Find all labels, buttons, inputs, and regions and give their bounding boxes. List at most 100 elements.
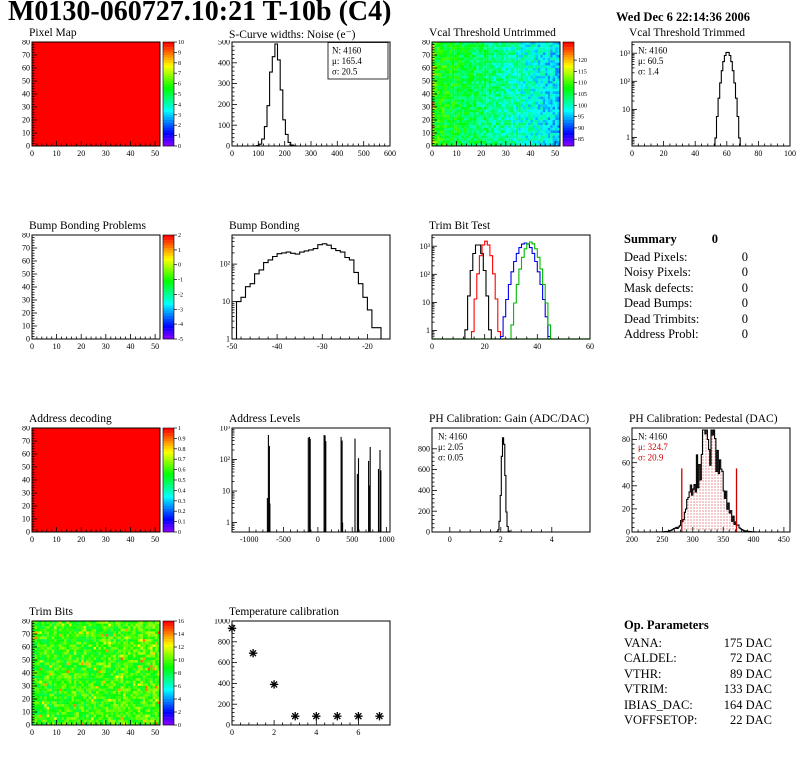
trim-bits-chart: 0 10 20 30 40 50 0 10 20 30 40 50 60 70 80 0 2 4 6 8 10 12 14 1… bbox=[6, 619, 198, 751]
svg-text:-4: -4 bbox=[178, 322, 183, 328]
svg-text:50: 50 bbox=[22, 463, 30, 472]
svg-text:40: 40 bbox=[127, 149, 135, 158]
svg-text:400: 400 bbox=[218, 58, 230, 67]
svg-text:800: 800 bbox=[418, 444, 430, 453]
svg-text:450: 450 bbox=[778, 535, 790, 544]
chart-title: Bump Bonding bbox=[229, 220, 300, 232]
svg-text:60: 60 bbox=[586, 342, 594, 351]
svg-text:500: 500 bbox=[346, 535, 358, 544]
chart-title: Trim Bits bbox=[29, 606, 74, 618]
op-param-row: VTHR: 89 DAC bbox=[624, 667, 772, 683]
svg-text:60: 60 bbox=[22, 257, 30, 266]
svg-text:200: 200 bbox=[626, 535, 638, 544]
svg-text:250: 250 bbox=[656, 535, 668, 544]
panel-summary: Summary 0 Dead Pixels: 0 Noisy Pixels: 0 M… bbox=[606, 220, 796, 390]
svg-text:120: 120 bbox=[578, 58, 587, 64]
address-decoding-svg: 0 10 20 30 40 50 0 10 20 30 40 50 60 70 80 0 0.1 0.2 0.3 0.… bbox=[22, 426, 186, 544]
svg-text:0: 0 bbox=[626, 528, 630, 537]
svg-text:1000: 1000 bbox=[379, 535, 395, 544]
svg-text:20: 20 bbox=[481, 342, 489, 351]
svg-text:9: 9 bbox=[178, 50, 181, 56]
svg-text:30: 30 bbox=[502, 149, 510, 158]
op-param-label: VTRIM: bbox=[624, 682, 668, 696]
svg-text:40: 40 bbox=[127, 535, 135, 544]
summary-value: 0 bbox=[741, 280, 748, 295]
svg-text:0: 0 bbox=[30, 149, 34, 158]
svg-text:0: 0 bbox=[178, 144, 181, 150]
svg-text:60: 60 bbox=[22, 64, 30, 73]
summary-label: Mask defects: bbox=[624, 280, 694, 295]
svg-text:-5: -5 bbox=[178, 337, 183, 343]
svg-text:30: 30 bbox=[22, 296, 30, 305]
svg-text:5: 5 bbox=[178, 92, 181, 98]
svg-text:0: 0 bbox=[426, 142, 430, 151]
svg-text:40: 40 bbox=[622, 481, 630, 490]
panel-address-decoding: Address decoding 0 10 20 30 40 50 0 10 20 30 40 50 6… bbox=[6, 413, 202, 583]
svg-text:300: 300 bbox=[687, 535, 699, 544]
svg-text:10²: 10² bbox=[620, 77, 631, 86]
vcal-untrimmed-chart: 0 10 20 30 40 50 0 10 20 30 40 50 60 70 80 85 90 95 100 105… bbox=[406, 40, 598, 172]
op-param-row: IBIAS_DAC: 164 DAC bbox=[624, 698, 772, 714]
svg-text:95: 95 bbox=[578, 115, 584, 121]
svg-text:10²: 10² bbox=[220, 455, 231, 464]
svg-text:50: 50 bbox=[22, 77, 30, 86]
chart-title: S-Curve widths: Noise (e⁻) bbox=[229, 29, 356, 41]
svg-text:20: 20 bbox=[622, 505, 630, 514]
svg-text:-30: -30 bbox=[317, 342, 328, 351]
svg-text:80: 80 bbox=[754, 149, 762, 158]
op-param-value: 89 DAC bbox=[729, 666, 772, 681]
svg-text:600: 600 bbox=[418, 465, 430, 474]
svg-text:-2: -2 bbox=[178, 292, 183, 298]
svg-text:60: 60 bbox=[22, 450, 30, 459]
summary-row: Dead Bumps: 0 bbox=[624, 296, 748, 312]
summary-value: 0 bbox=[741, 296, 748, 310]
op-param-label: CALDEL: bbox=[624, 651, 677, 665]
op-param-row: VOFFSETOP: 22 DAC bbox=[624, 713, 772, 729]
op-param-value: 72 DAC bbox=[729, 651, 772, 665]
svg-text:100: 100 bbox=[252, 149, 264, 158]
summary-row: Noisy Pixels: 0 bbox=[624, 265, 748, 281]
summary-value: 0 bbox=[741, 265, 748, 279]
svg-text:0: 0 bbox=[630, 149, 634, 158]
svg-text:10²: 10² bbox=[420, 270, 431, 279]
svg-text:50: 50 bbox=[22, 270, 30, 279]
op-param-row: VTRIM: 133 DAC bbox=[624, 682, 772, 698]
address-levels-chart: -1000 -500 0 500 1000 1 10 10² 10³ bbox=[206, 426, 398, 558]
svg-text:N: 4160: N: 4160 bbox=[638, 432, 668, 442]
panel-bump-bonding: Bump Bonding -50 -40 -30 -20 1 10 10² bbox=[206, 220, 402, 390]
chart-title: Pixel Map bbox=[29, 27, 77, 39]
summary-row: Address Probl: 0 bbox=[624, 327, 748, 343]
svg-text:30: 30 bbox=[22, 489, 30, 498]
svg-text:1: 1 bbox=[178, 426, 181, 432]
svg-text:200: 200 bbox=[279, 149, 291, 158]
summary-total: 0 bbox=[711, 232, 718, 246]
svg-text:110: 110 bbox=[578, 81, 587, 87]
svg-text:10²: 10² bbox=[220, 260, 231, 269]
svg-text:30: 30 bbox=[102, 342, 110, 351]
svg-text:10³: 10³ bbox=[620, 49, 631, 58]
svg-text:4: 4 bbox=[178, 102, 181, 108]
svg-text:40: 40 bbox=[533, 342, 541, 351]
svg-text:0: 0 bbox=[26, 142, 30, 151]
panel-temperature-calibration: Temperature calibration 0 2 4 6 0 200 400 600 80… bbox=[206, 606, 402, 772]
svg-text:80: 80 bbox=[22, 426, 30, 433]
svg-text:600: 600 bbox=[384, 149, 396, 158]
bump-bonding-chart: -50 -40 -30 -20 1 10 10² bbox=[206, 233, 398, 365]
chart-title: Vcal Threshold Trimmed bbox=[629, 27, 746, 39]
op-param-value: 133 DAC bbox=[723, 682, 772, 696]
svg-text:200: 200 bbox=[218, 100, 230, 109]
svg-text:σ: 0.05: σ: 0.05 bbox=[438, 453, 464, 463]
svg-text:30: 30 bbox=[102, 149, 110, 158]
summary-title: Summary bbox=[624, 232, 677, 246]
svg-text:50: 50 bbox=[422, 77, 430, 86]
op-param-row: VANA: 175 DAC bbox=[624, 636, 772, 652]
svg-text:7: 7 bbox=[178, 71, 181, 77]
svg-text:500: 500 bbox=[218, 40, 230, 47]
panel-bump-problems: Bump Bonding Problems 0 10 20 30 40 50 0 10 20 30… bbox=[6, 220, 202, 390]
scurve-noise-chart: 0 100 200 300 400 500 600 0 100 200 300 400 500 N: 41… bbox=[206, 40, 398, 172]
chart-title: Vcal Threshold Untrimmed bbox=[429, 27, 556, 39]
svg-text:σ: 1.4: σ: 1.4 bbox=[638, 67, 659, 77]
trim-bits-svg: 0 10 20 30 40 5001020304050607080024681012141… bbox=[22, 619, 184, 737]
panel-vcal-trimmed: Vcal Threshold Trimmed 0 20 40 60 80 100 1 10 10… bbox=[606, 27, 796, 197]
svg-text:20: 20 bbox=[22, 116, 30, 125]
